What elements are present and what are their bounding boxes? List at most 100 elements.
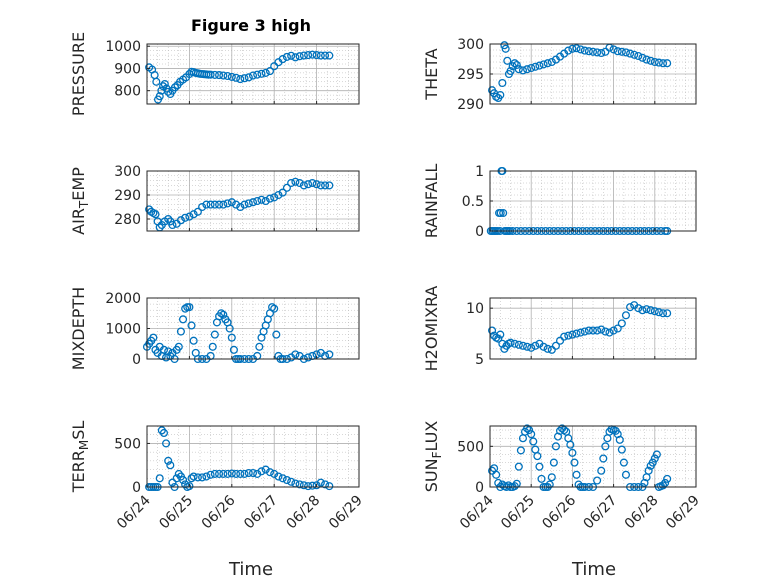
axes-box xyxy=(489,425,697,488)
data-point xyxy=(272,330,281,339)
subplot-6: 5 10 H2OMIXRA xyxy=(422,286,697,371)
x-tick-label: 06/25 xyxy=(498,493,538,533)
data-point xyxy=(555,336,565,345)
ylabel-7: TERRMSL xyxy=(69,421,91,494)
data-point xyxy=(661,478,670,487)
data-point xyxy=(176,216,185,225)
data-point xyxy=(510,339,519,348)
data-point xyxy=(240,469,249,478)
data-point xyxy=(215,469,224,478)
x-tick-label: 06/27 xyxy=(241,493,281,533)
data-point xyxy=(626,303,635,312)
data-point xyxy=(321,51,330,60)
data-point xyxy=(576,328,585,337)
data-point xyxy=(210,330,219,339)
data-point xyxy=(488,466,497,475)
data-point xyxy=(304,51,313,60)
x-tick-label: 06/28 xyxy=(284,493,324,533)
data-point xyxy=(308,50,317,59)
data-point xyxy=(244,469,253,478)
data-point xyxy=(295,52,304,61)
y-tick-label: 295 xyxy=(457,67,484,83)
data-point xyxy=(225,324,234,333)
y-tick-label: 290 xyxy=(114,188,141,204)
data-point xyxy=(208,342,217,351)
y-tick-label: 0 xyxy=(475,480,484,496)
data-point xyxy=(572,329,581,338)
data-point xyxy=(325,51,334,60)
data-point xyxy=(316,478,325,487)
data-point xyxy=(621,311,631,320)
data-point xyxy=(560,332,569,341)
data-point xyxy=(189,210,198,219)
data-point xyxy=(593,48,602,57)
data-point xyxy=(316,181,325,190)
data-point xyxy=(601,47,610,56)
data-point xyxy=(325,181,334,190)
data-point xyxy=(206,70,215,79)
data-point xyxy=(248,71,258,80)
data-point xyxy=(663,309,672,318)
data-point xyxy=(626,49,635,58)
y-tick-label: 900 xyxy=(114,61,141,77)
data-point xyxy=(261,68,270,77)
data-point xyxy=(299,181,308,190)
y-tick-label: 1000 xyxy=(105,322,141,338)
data-point xyxy=(265,194,275,203)
data-point xyxy=(261,196,270,206)
data-point xyxy=(282,475,291,485)
data-point xyxy=(510,482,519,491)
data-point xyxy=(613,47,622,56)
ylabel-8: SUNFLUX xyxy=(422,421,444,493)
data-point xyxy=(572,470,581,479)
data-point xyxy=(597,48,606,58)
ylabel-4: RAINFALL xyxy=(422,164,441,239)
data-point xyxy=(654,58,663,67)
data-point xyxy=(588,326,598,335)
ylabel-3: AIRTEMP xyxy=(69,167,91,235)
data-point xyxy=(539,60,548,69)
data-point xyxy=(170,83,180,92)
data-point xyxy=(663,474,672,483)
data-point xyxy=(274,472,283,481)
axes-box xyxy=(146,425,360,488)
data-point xyxy=(523,424,532,433)
x-tick-label: 06/27 xyxy=(581,493,621,533)
data-point xyxy=(646,306,655,315)
x-tick-label: 06/29 xyxy=(326,493,366,533)
subplot-3: 280 290 300 AIRTEMP xyxy=(69,164,360,235)
data-point xyxy=(312,180,321,189)
x-tick-label: 06/26 xyxy=(539,492,579,532)
data-point xyxy=(325,482,334,491)
data-point xyxy=(646,56,655,65)
data-point xyxy=(174,342,183,351)
data-point xyxy=(282,183,291,192)
data-point xyxy=(227,469,236,478)
data-point xyxy=(593,476,602,485)
data-point xyxy=(198,473,207,482)
data-point xyxy=(597,325,606,334)
data-point xyxy=(291,350,300,359)
data-point xyxy=(248,198,258,207)
data-point xyxy=(514,462,523,471)
data-point xyxy=(597,466,606,475)
data-point xyxy=(270,62,279,71)
data-point xyxy=(494,478,503,487)
data-point xyxy=(291,177,300,186)
data-point xyxy=(512,60,521,70)
data-point xyxy=(617,47,626,56)
data-point xyxy=(159,428,169,438)
data-point xyxy=(231,469,241,478)
data-point xyxy=(531,62,540,71)
xlabel-right: Time xyxy=(571,559,616,580)
data-point xyxy=(499,208,508,218)
data-point xyxy=(229,345,238,354)
data-point xyxy=(650,454,659,463)
data-point xyxy=(570,458,579,467)
data-point xyxy=(223,469,232,478)
data-point xyxy=(584,47,593,56)
data-point xyxy=(299,481,308,490)
data-point xyxy=(164,87,173,96)
data-point xyxy=(496,90,505,100)
